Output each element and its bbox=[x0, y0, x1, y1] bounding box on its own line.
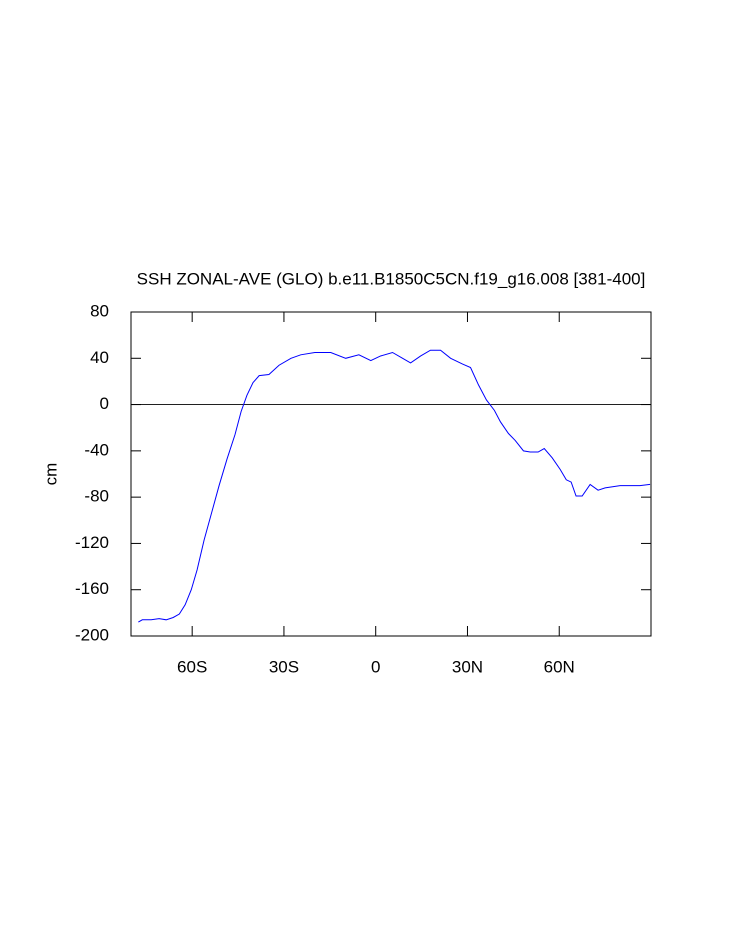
data-line bbox=[138, 349, 651, 623]
y-tick-label: 0 bbox=[100, 394, 109, 413]
x-tick-label: 30N bbox=[452, 657, 483, 676]
plot-frame bbox=[130, 311, 652, 637]
y-tick-label: 40 bbox=[90, 348, 109, 367]
y-axis-label: cm bbox=[41, 463, 60, 486]
x-tick-label: 60N bbox=[544, 657, 575, 676]
x-tick-label: 0 bbox=[371, 657, 380, 676]
x-tick-label: 60S bbox=[177, 657, 207, 676]
y-tick-label: -120 bbox=[75, 533, 109, 552]
y-tick-label: -80 bbox=[84, 487, 109, 506]
y-tick-label: -160 bbox=[75, 579, 109, 598]
y-tick-label: 80 bbox=[90, 301, 109, 320]
y-tick-label: -200 bbox=[75, 625, 109, 644]
y-tick-label: -40 bbox=[84, 440, 109, 459]
chart-title: SSH ZONAL-AVE (GLO) b.e11.B1850C5CN.f19_… bbox=[137, 269, 646, 288]
x-tick-label: 30S bbox=[269, 657, 299, 676]
